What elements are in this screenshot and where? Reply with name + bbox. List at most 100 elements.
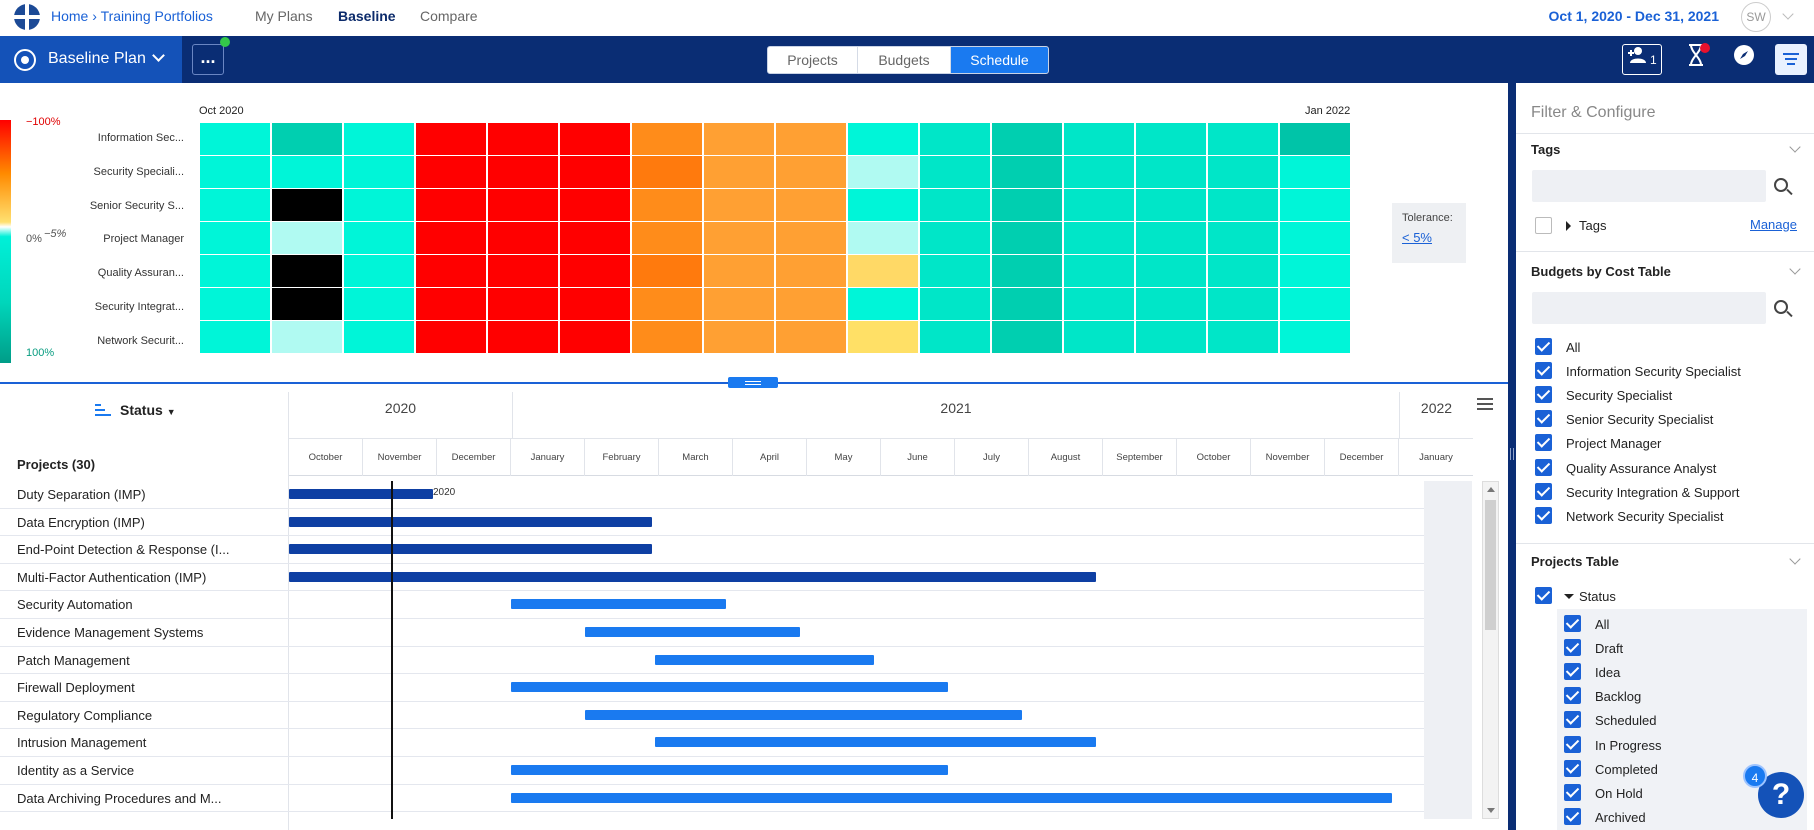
heatmap-cell[interactable] [1208, 321, 1280, 355]
app-logo-icon[interactable] [14, 4, 40, 30]
tab-schedule[interactable]: Schedule [951, 47, 1048, 73]
heatmap-cell[interactable] [1208, 189, 1280, 223]
budget-checkbox[interactable] [1535, 434, 1552, 452]
heatmap-cell[interactable] [488, 156, 560, 190]
budget-checkbox[interactable] [1535, 410, 1552, 428]
search-icon[interactable] [1774, 300, 1788, 314]
project-bar[interactable] [511, 599, 726, 610]
heatmap-cell[interactable] [344, 189, 416, 223]
heatmap-cell[interactable] [1136, 123, 1208, 157]
heatmap-cell[interactable] [272, 288, 344, 322]
heatmap-cell[interactable] [632, 288, 704, 322]
heatmap-cell[interactable] [776, 288, 848, 322]
heatmap-cell[interactable] [1064, 288, 1136, 322]
status-checkbox[interactable] [1564, 639, 1581, 657]
heatmap-cell[interactable] [488, 288, 560, 322]
heatmap-cell[interactable] [848, 255, 920, 289]
heatmap-cell[interactable] [776, 189, 848, 223]
heatmap-cell[interactable] [200, 321, 272, 355]
status-checkbox[interactable] [1564, 711, 1581, 729]
heatmap-cell[interactable] [1136, 255, 1208, 289]
status-checkbox[interactable] [1564, 759, 1581, 777]
heatmap-cell[interactable] [992, 156, 1064, 190]
gantt-row[interactable]: End-Point Detection & Response (I... [0, 536, 1424, 564]
project-bar[interactable] [289, 516, 652, 527]
budget-checkbox[interactable] [1535, 482, 1552, 500]
heatmap-cell[interactable] [632, 222, 704, 256]
heatmap-cell[interactable] [848, 189, 920, 223]
gantt-row[interactable]: Intrusion Management [0, 729, 1424, 757]
heatmap-cell[interactable] [200, 123, 272, 157]
date-range[interactable]: Oct 1, 2020 - Dec 31, 2021 [1548, 8, 1719, 24]
gantt-row[interactable]: Duty Separation (IMP) [0, 481, 1424, 509]
heatmap-cell[interactable] [848, 222, 920, 256]
heatmap-cell[interactable] [848, 156, 920, 190]
heatmap-cell[interactable] [416, 156, 488, 190]
status-group-checkbox[interactable] [1535, 587, 1552, 604]
heatmap-cell[interactable] [704, 321, 776, 355]
heatmap-cell[interactable] [992, 123, 1064, 157]
heatmap-cell[interactable] [272, 321, 344, 355]
heatmap-cell[interactable] [560, 156, 632, 190]
nav-compare[interactable]: Compare [420, 8, 478, 24]
heatmap-cell[interactable] [1136, 222, 1208, 256]
project-name[interactable]: Data Encryption (IMP) [17, 514, 145, 530]
add-user-button[interactable]: 1 [1622, 44, 1662, 75]
status-checkbox[interactable] [1564, 735, 1581, 753]
collapse-down-icon[interactable] [1564, 594, 1574, 599]
avatar[interactable]: SW [1741, 2, 1771, 32]
heatmap-cell[interactable] [1208, 123, 1280, 157]
heatmap-cell[interactable] [272, 189, 344, 223]
tags-search-input[interactable] [1532, 170, 1766, 202]
heatmap-cell[interactable] [1280, 255, 1352, 289]
splitter-handle-icon[interactable] [728, 377, 778, 388]
heatmap-cell[interactable] [1136, 156, 1208, 190]
tags-heading[interactable]: Tags [1531, 142, 1561, 157]
heatmap-cell[interactable] [200, 189, 272, 223]
project-bar[interactable] [585, 627, 800, 637]
heatmap-cell[interactable] [1136, 288, 1208, 322]
budgets-chevron-down-icon[interactable] [1789, 263, 1801, 275]
tab-budgets[interactable]: Budgets [858, 47, 951, 73]
project-bar[interactable] [289, 489, 434, 499]
heatmap-cell[interactable] [1280, 156, 1352, 190]
hamburger-menu-icon[interactable] [1477, 398, 1493, 412]
heatmap-cell[interactable] [992, 288, 1064, 322]
heatmap-cell[interactable] [560, 222, 632, 256]
heatmap-cell[interactable] [848, 288, 920, 322]
heatmap-cell[interactable] [560, 255, 632, 289]
heatmap-cell[interactable] [776, 156, 848, 190]
tab-projects[interactable]: Projects [768, 47, 858, 73]
budget-checkbox[interactable] [1535, 338, 1552, 355]
tags-checkbox[interactable] [1535, 217, 1552, 234]
project-bar[interactable] [289, 571, 1096, 582]
heatmap-cell[interactable] [776, 123, 848, 157]
gantt-row[interactable]: Regulatory Compliance [0, 702, 1424, 730]
gantt-row[interactable]: Multi-Factor Authentication (IMP) [0, 564, 1424, 592]
gantt-row[interactable]: Security Automation [0, 591, 1424, 619]
heatmap-cell[interactable] [488, 321, 560, 355]
projects-table-chevron-down-icon[interactable] [1789, 553, 1801, 565]
hourglass-button[interactable] [1678, 44, 1714, 75]
scroll-thumb[interactable] [1485, 500, 1496, 630]
heatmap-cell[interactable] [560, 189, 632, 223]
heatmap-cell[interactable] [920, 321, 992, 355]
search-icon[interactable] [1774, 178, 1788, 192]
avatar-chevron-down-icon[interactable] [1782, 8, 1794, 20]
heatmap-cell[interactable] [1280, 123, 1352, 157]
heatmap-cell[interactable] [272, 156, 344, 190]
project-name[interactable]: Security Automation [17, 597, 133, 613]
heatmap-cell[interactable] [1064, 321, 1136, 355]
gantt-row[interactable]: Data Archiving Procedures and M... [0, 785, 1424, 813]
heatmap-cell[interactable] [344, 156, 416, 190]
breadcrumb-current[interactable]: Training Portfolios [100, 8, 213, 24]
filter-button[interactable] [1775, 44, 1807, 75]
heatmap-cell[interactable] [992, 222, 1064, 256]
heatmap-cell[interactable] [1280, 321, 1352, 355]
heatmap-cell[interactable] [1064, 156, 1136, 190]
panel-resize-handle[interactable] [1508, 83, 1516, 830]
more-options-button[interactable]: ... [192, 44, 224, 75]
heatmap-cell[interactable] [416, 321, 488, 355]
heatmap-cell[interactable] [920, 288, 992, 322]
project-bar[interactable] [585, 709, 1022, 720]
